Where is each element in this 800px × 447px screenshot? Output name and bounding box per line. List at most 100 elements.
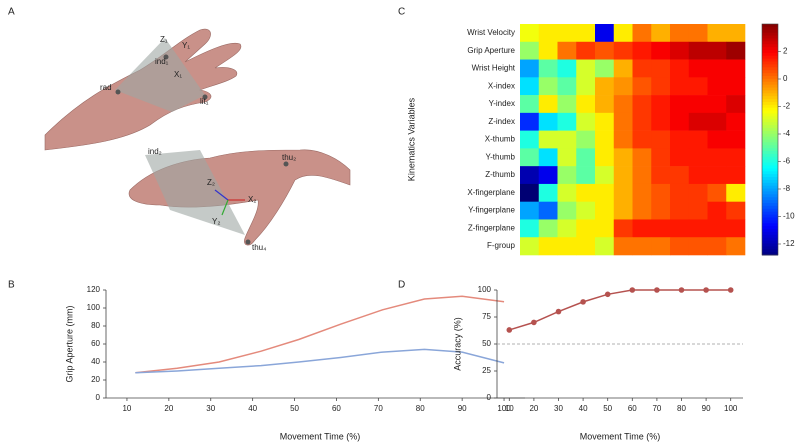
heatmap-cell <box>707 183 727 202</box>
heatmap-cell <box>707 148 727 167</box>
heatmap-cell <box>688 219 708 238</box>
y-tick-label: 0 <box>487 393 492 402</box>
x-tick-label: 40 <box>248 404 257 413</box>
colorbar-segment <box>762 113 778 117</box>
heatmap-cell <box>613 95 633 114</box>
heatmap-cell <box>632 24 652 43</box>
heatmap-cell <box>651 59 671 78</box>
point-label: thu₄ <box>252 243 266 252</box>
row-label: Grip Aperture <box>467 46 515 55</box>
colorbar-tick-label: -10 <box>783 212 795 221</box>
heatmap-cell <box>538 59 558 78</box>
colorbar-segment <box>762 41 778 45</box>
heatmap-cell <box>595 201 615 220</box>
heatmap-cell <box>595 112 615 131</box>
heatmap-cell <box>632 41 652 60</box>
heatmap-cell <box>688 183 708 202</box>
heatmap-cell <box>557 130 577 149</box>
heatmap-cell <box>632 166 652 185</box>
colorbar-segment <box>762 52 778 57</box>
point-label: X₁ <box>174 70 182 79</box>
point-label: thu₂ <box>282 153 296 162</box>
x-tick-label: 30 <box>554 404 563 413</box>
colorbar-segment <box>762 240 778 244</box>
plane-upper <box>115 38 205 112</box>
heatmap-cell <box>520 183 540 202</box>
heatmap-cell <box>670 59 690 78</box>
colorbar-segment <box>762 75 778 80</box>
heatmap-cell <box>576 59 596 78</box>
heatmap-cell <box>707 24 727 43</box>
marker <box>115 89 121 95</box>
heatmap-cell <box>613 183 633 202</box>
point-label: ind₂ <box>148 147 162 156</box>
heatmap-cell <box>557 59 577 78</box>
data-point <box>531 319 537 326</box>
x-tick-label: 80 <box>416 404 425 413</box>
point-label: ind₁ <box>155 57 169 66</box>
heatmap-cell <box>707 219 727 238</box>
colorbar-segment <box>762 197 778 201</box>
heatmap-cell <box>688 237 708 256</box>
colorbar-segment <box>762 246 778 250</box>
heatmap-cell <box>707 95 727 114</box>
heatmap-cell <box>557 183 577 202</box>
colorbar-segment <box>762 217 778 221</box>
heatmap-cell <box>707 166 727 185</box>
marker <box>283 161 289 167</box>
heatmap-cell <box>632 148 652 167</box>
panel-label: B <box>8 280 15 291</box>
heatmap-cell <box>670 112 690 131</box>
colorbar-segment <box>762 142 778 146</box>
colorbar-segment <box>762 119 778 123</box>
colorbar-segment <box>762 214 778 218</box>
point-label: X₂ <box>248 195 256 204</box>
colorbar-segment <box>762 58 778 63</box>
data-point <box>703 287 709 293</box>
heatmap-cell <box>670 183 690 202</box>
heatmap-cell <box>613 148 633 167</box>
row-label: F-group <box>487 241 516 250</box>
y-tick-label: 40 <box>91 357 100 366</box>
colorbar-segment <box>762 156 778 161</box>
heatmap-cell <box>651 112 671 131</box>
heatmap-cell <box>707 112 727 131</box>
heatmap-cell <box>632 59 652 78</box>
heatmap-cell <box>538 148 558 167</box>
colorbar-segment <box>762 185 778 190</box>
heatmap-cell <box>688 95 708 114</box>
colorbar-segment <box>762 153 778 158</box>
colorbar-segment <box>762 171 778 175</box>
heatmap-cell <box>520 77 540 96</box>
heatmap-cell <box>651 41 671 60</box>
colorbar-segment <box>762 130 778 135</box>
heatmap-cell <box>613 59 633 78</box>
heatmap-cell <box>726 201 746 220</box>
axis-arrow <box>221 199 229 216</box>
y-tick-label: 100 <box>87 303 101 312</box>
heatmap-cell <box>613 112 633 131</box>
heatmap-cell <box>670 148 690 167</box>
colorbar-segment <box>762 243 778 247</box>
heatmap-cell <box>632 95 652 114</box>
heatmap-cell <box>670 77 690 96</box>
colorbar-segment <box>762 174 778 178</box>
x-tick-label: 40 <box>579 404 588 413</box>
colorbar-segment <box>762 110 778 115</box>
data-point <box>604 291 611 298</box>
heatmap-cell <box>520 24 540 43</box>
point-label: Y₁ <box>182 41 190 50</box>
heatmap-cell <box>632 77 652 96</box>
colorbar-segment <box>762 151 778 155</box>
heatmap-cell <box>520 201 540 220</box>
heatmap-cell <box>576 219 596 238</box>
heatmap-cell <box>726 183 746 202</box>
series-line <box>135 348 505 374</box>
heatmap-cell <box>688 166 708 185</box>
heatmap-cell <box>613 24 633 43</box>
row-label: Z-thumb <box>485 170 515 179</box>
x-tick-label: 50 <box>603 404 612 413</box>
heatmap-cell <box>651 237 671 256</box>
colorbar-segment <box>762 64 778 68</box>
point-label: Y₂ <box>212 217 220 226</box>
